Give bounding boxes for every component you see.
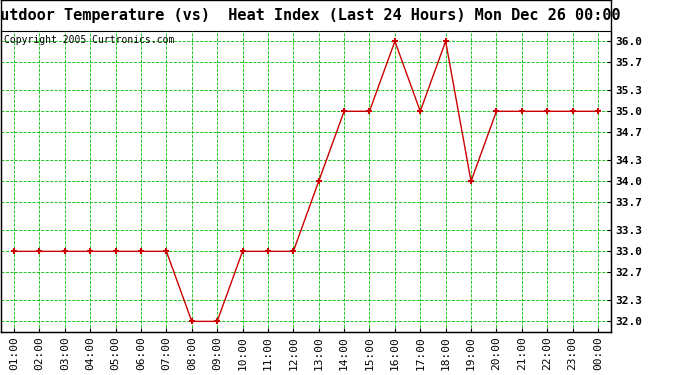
Text: Outdoor Temperature (vs)  Heat Index (Last 24 Hours) Mon Dec 26 00:00: Outdoor Temperature (vs) Heat Index (Las… bbox=[0, 8, 621, 23]
Text: Copyright 2005 Curtronics.com: Copyright 2005 Curtronics.com bbox=[4, 35, 175, 45]
